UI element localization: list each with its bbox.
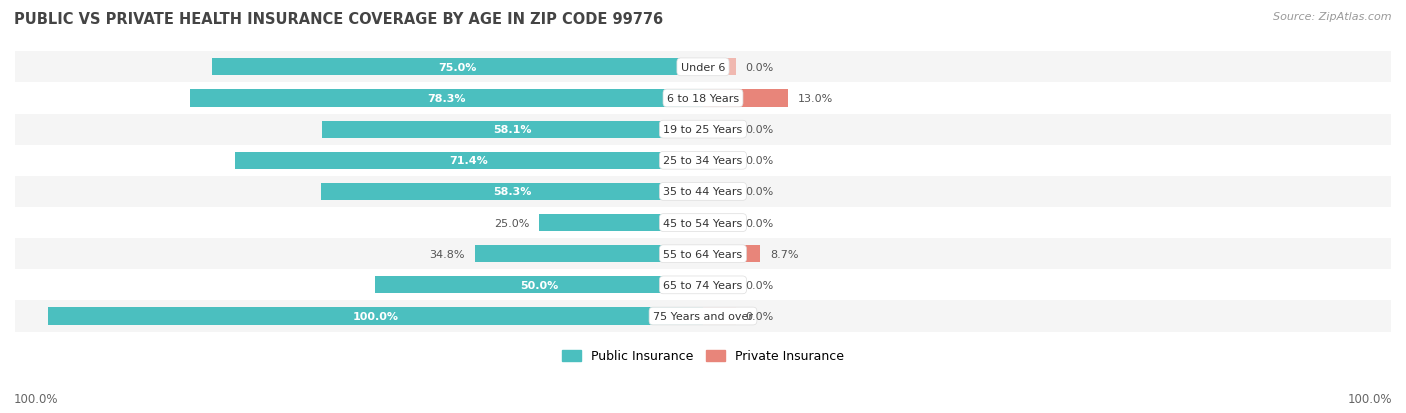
Text: 8.7%: 8.7%: [770, 249, 799, 259]
Bar: [15, 114, 1391, 145]
Text: 55 to 64 Years: 55 to 64 Years: [664, 249, 742, 259]
Text: 100.0%: 100.0%: [14, 392, 59, 405]
Text: 34.8%: 34.8%: [430, 249, 465, 259]
Text: 0.0%: 0.0%: [745, 280, 773, 290]
Bar: [703, 183, 735, 200]
Bar: [703, 308, 735, 325]
Text: 0.0%: 0.0%: [745, 187, 773, 197]
Text: 50.0%: 50.0%: [520, 280, 558, 290]
Bar: [703, 59, 735, 76]
Bar: [475, 246, 703, 263]
Bar: [211, 59, 703, 76]
Bar: [15, 83, 1391, 114]
Text: 0.0%: 0.0%: [745, 311, 773, 321]
Text: 19 to 25 Years: 19 to 25 Years: [664, 125, 742, 135]
Legend: Public Insurance, Private Insurance: Public Insurance, Private Insurance: [557, 344, 849, 368]
Text: 100.0%: 100.0%: [1347, 392, 1392, 405]
Text: 75.0%: 75.0%: [439, 63, 477, 73]
Text: Source: ZipAtlas.com: Source: ZipAtlas.com: [1274, 12, 1392, 22]
Text: Under 6: Under 6: [681, 63, 725, 73]
Text: 45 to 54 Years: 45 to 54 Years: [664, 218, 742, 228]
Text: 0.0%: 0.0%: [745, 63, 773, 73]
Bar: [15, 207, 1391, 239]
Text: 78.3%: 78.3%: [427, 94, 465, 104]
Text: 100.0%: 100.0%: [353, 311, 398, 321]
Bar: [375, 277, 703, 294]
Bar: [48, 308, 703, 325]
Bar: [321, 183, 703, 200]
Bar: [703, 90, 789, 107]
Bar: [15, 145, 1391, 176]
Text: 58.3%: 58.3%: [494, 187, 531, 197]
Text: 75 Years and over: 75 Years and over: [652, 311, 754, 321]
Bar: [235, 152, 703, 169]
Text: 71.4%: 71.4%: [450, 156, 488, 166]
Text: 0.0%: 0.0%: [745, 125, 773, 135]
Bar: [15, 52, 1391, 83]
Bar: [322, 121, 703, 138]
Bar: [703, 152, 735, 169]
Bar: [190, 90, 703, 107]
Text: 6 to 18 Years: 6 to 18 Years: [666, 94, 740, 104]
Bar: [538, 214, 703, 232]
Bar: [703, 214, 735, 232]
Text: PUBLIC VS PRIVATE HEALTH INSURANCE COVERAGE BY AGE IN ZIP CODE 99776: PUBLIC VS PRIVATE HEALTH INSURANCE COVER…: [14, 12, 664, 27]
Bar: [15, 301, 1391, 332]
Text: 0.0%: 0.0%: [745, 156, 773, 166]
Bar: [703, 246, 761, 263]
Text: 35 to 44 Years: 35 to 44 Years: [664, 187, 742, 197]
Bar: [15, 176, 1391, 207]
Text: 25.0%: 25.0%: [494, 218, 530, 228]
Text: 25 to 34 Years: 25 to 34 Years: [664, 156, 742, 166]
Bar: [15, 270, 1391, 301]
Bar: [703, 121, 735, 138]
Text: 0.0%: 0.0%: [745, 218, 773, 228]
Bar: [703, 277, 735, 294]
Text: 58.1%: 58.1%: [494, 125, 531, 135]
Bar: [15, 239, 1391, 270]
Text: 13.0%: 13.0%: [799, 94, 834, 104]
Text: 65 to 74 Years: 65 to 74 Years: [664, 280, 742, 290]
